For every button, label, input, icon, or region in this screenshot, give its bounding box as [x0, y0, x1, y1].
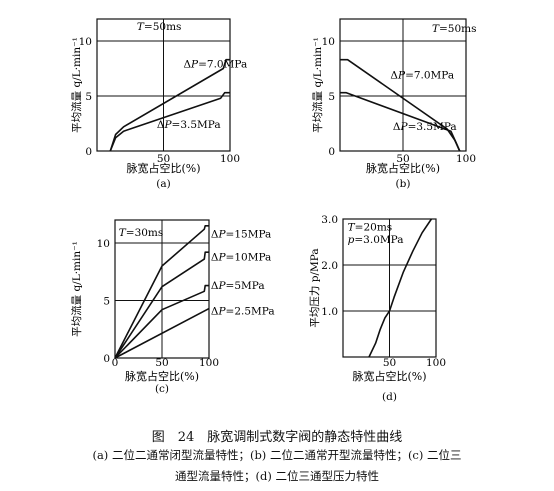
- y-tick-label: 1.0: [321, 306, 338, 318]
- plot-annotation: p=3.0MPa: [348, 234, 404, 246]
- figure-caption-title: 图 24 脉宽调制式数字阀的静态特性曲线: [151, 430, 403, 445]
- y-tick-label: 5: [328, 91, 335, 103]
- series-label: ΔP=10MPa: [211, 251, 271, 263]
- y-tick-label: 0: [85, 146, 92, 158]
- y-axis-label: 平均流量 q/L·min⁻¹: [70, 241, 83, 337]
- series-label: ΔP=3.5MPa: [393, 121, 457, 133]
- x-axis-label: 脉宽占空比(%): [126, 161, 200, 175]
- y-axis-label: 平均流量 q/L·min⁻¹: [311, 37, 324, 133]
- x-tick-label: 50: [157, 153, 170, 165]
- y-tick-label: 10: [97, 238, 110, 250]
- series-label: ΔP=3.5MPa: [157, 119, 221, 131]
- x-tick-label: 50: [383, 357, 396, 369]
- x-axis-label: 脉宽占空比(%): [366, 161, 440, 175]
- series-line: [114, 251, 209, 359]
- y-axis-label: 平均流量 q/L·min⁻¹: [70, 37, 83, 133]
- series-label: ΔP=7.0MPa: [390, 69, 454, 81]
- figure-caption-line-1: (a) 二位二通常闭型流量特性；(b) 二位二通常开型流量特性；(c) 二位三: [92, 448, 462, 462]
- plot-annotation: T=50ms: [137, 21, 182, 33]
- series-line: [109, 58, 230, 152]
- y-tick-label: 0: [328, 146, 335, 158]
- series-line: [340, 91, 461, 152]
- series-line: [114, 307, 210, 359]
- chart-panel-a: 0 5 10 50 100 脉宽占空比(%) 平均流量 q/L·min⁻¹ (a) ΔP=7.0…: [70, 18, 247, 190]
- panel-sublabel: (c): [155, 383, 169, 395]
- x-tick-label: 50: [396, 153, 409, 165]
- y-tick-label: 5: [85, 91, 92, 103]
- y-tick-label: 5: [103, 296, 110, 308]
- panel-sublabel: (a): [156, 178, 170, 190]
- chart-panel-b: 0 5 10 50 100 脉宽占空比(%) 平均流量 q/L·min⁻¹ (b) ΔP=7.0…: [311, 18, 477, 190]
- x-tick-label: 100: [220, 153, 240, 165]
- plot-annotation: T=20ms: [348, 222, 393, 234]
- x-tick-label: 0: [112, 357, 119, 369]
- x-axis-label: 脉宽占空比(%): [125, 369, 199, 383]
- x-tick-label: 50: [155, 357, 168, 369]
- plot-annotation: T=30ms: [119, 227, 164, 239]
- y-tick-label: 3.0: [321, 214, 338, 226]
- x-axis-label: 脉宽占空比(%): [352, 369, 426, 383]
- series-label: ΔP=15MPa: [211, 228, 271, 240]
- y-tick-label: 10: [322, 36, 335, 48]
- panel-sublabel: (b): [396, 178, 411, 190]
- series-line: [114, 284, 209, 359]
- x-tick-label: 100: [456, 153, 476, 165]
- figure-caption-line-2: 通型流量特性；(d) 二位三通型压力特性: [175, 469, 379, 483]
- series-label: ΔP=5MPa: [211, 280, 265, 292]
- x-tick-label: 100: [426, 357, 446, 369]
- series-line: [114, 225, 209, 359]
- plot-annotation: T=50ms: [432, 23, 477, 35]
- y-axis-label: 平均压力 p/MPa: [308, 248, 321, 327]
- panel-sublabel: (d): [382, 391, 397, 403]
- series-line: [368, 218, 433, 358]
- x-tick-label: 100: [199, 357, 219, 369]
- series-line: [109, 91, 230, 152]
- y-tick-label: 2.0: [321, 260, 338, 272]
- series-label: ΔP=2.5MPa: [211, 305, 275, 317]
- y-tick-label: 10: [79, 36, 92, 48]
- y-tick-label: 0: [103, 353, 110, 365]
- series-label: ΔP=7.0MPa: [183, 58, 247, 70]
